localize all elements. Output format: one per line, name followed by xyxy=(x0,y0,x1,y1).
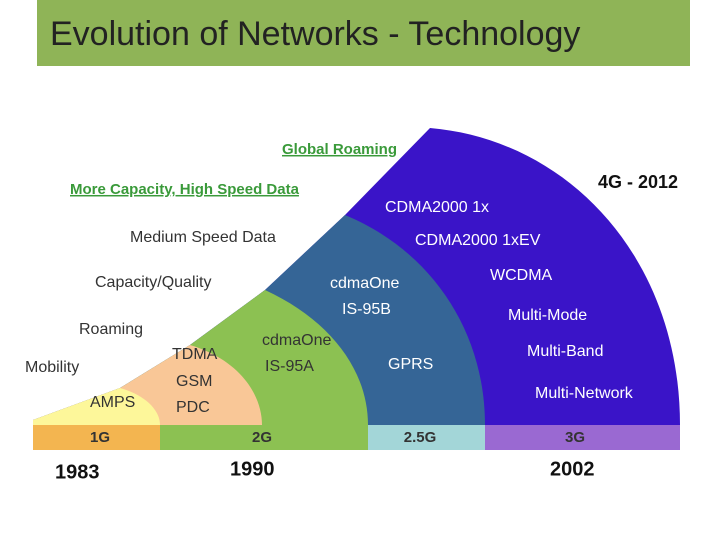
region-text: cdmaOne xyxy=(330,275,399,292)
year: 1990 xyxy=(230,458,275,480)
band-label: 1G xyxy=(90,429,110,446)
note: 4G - 2012 xyxy=(598,172,678,192)
region-text: Multi-Mode xyxy=(508,307,587,324)
region-text: PDC xyxy=(176,399,210,416)
band-label: 2G xyxy=(252,429,272,446)
region-text: IS-95B xyxy=(342,301,391,318)
region-text: cdmaOne xyxy=(262,332,331,349)
left-label: More Capacity, High Speed Data xyxy=(70,181,300,198)
title: Evolution of Networks - Technology xyxy=(50,15,580,53)
left-label: Medium Speed Data xyxy=(130,229,276,246)
left-label: Roaming xyxy=(79,321,143,338)
title-banner xyxy=(37,0,690,66)
region-text: WCDMA xyxy=(490,267,553,284)
region-text: Multi-Network xyxy=(535,385,634,402)
band-25g xyxy=(368,425,485,450)
region-text: CDMA2000 1x xyxy=(385,199,489,216)
region-text: TDMA xyxy=(172,346,218,363)
region-text: CDMA2000 1xEV xyxy=(415,232,541,249)
region-1g xyxy=(33,388,160,425)
band-label: 2.5G xyxy=(404,429,437,446)
region-text: IS-95A xyxy=(265,358,314,375)
band-3g xyxy=(485,425,680,450)
region-text: GPRS xyxy=(388,356,433,373)
year: 1983 xyxy=(55,461,100,483)
left-label: Capacity/Quality xyxy=(95,274,212,291)
band-2g xyxy=(160,425,368,450)
left-label: Global Roaming xyxy=(282,141,397,158)
band-1g xyxy=(33,425,160,450)
region-text: GSM xyxy=(176,373,212,390)
region-text: AMPS xyxy=(90,394,135,411)
year: 2002 xyxy=(550,458,595,480)
region-text: Multi-Band xyxy=(527,343,603,360)
left-label: Mobility xyxy=(25,359,79,376)
band-label: 3G xyxy=(565,429,585,446)
